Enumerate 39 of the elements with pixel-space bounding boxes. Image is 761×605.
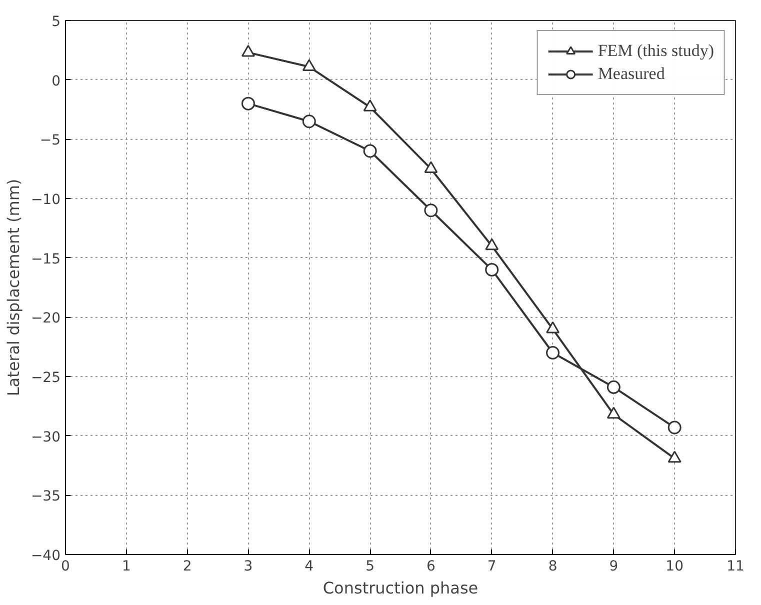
point [241, 96, 255, 110]
x-tick-label: 8 [548, 558, 558, 574]
x-tick-label: 10 [666, 558, 684, 574]
x-tick-label: 5 [366, 558, 375, 574]
y-tick-label: −40 [30, 548, 60, 564]
point [363, 144, 377, 158]
legend-label: Measured [598, 64, 665, 84]
point [546, 346, 560, 360]
y-tick-label: −15 [30, 251, 60, 268]
x-tick-label: 6 [426, 558, 436, 574]
point [363, 99, 377, 112]
y-tick-label: 0 [52, 73, 61, 90]
point [606, 380, 620, 394]
point [485, 262, 499, 276]
point [424, 161, 438, 174]
y-tick-label: −35 [30, 488, 60, 505]
point [424, 204, 438, 218]
point [241, 44, 255, 57]
point [302, 59, 316, 71]
x-tick-label: 7 [487, 558, 496, 574]
legend-label: FEM (this study) [598, 41, 714, 61]
y-tick-label: −25 [30, 370, 60, 386]
point [485, 238, 499, 250]
point [546, 321, 560, 334]
x-axis-title: Construction phase [322, 578, 478, 598]
y-tick-label: −10 [30, 192, 60, 208]
y-axis-title: Lateral displacement (mm) [4, 178, 23, 396]
point [668, 420, 682, 434]
y-tick-label: −20 [30, 310, 60, 327]
x-tick-label: 1 [122, 558, 131, 574]
x-tick-label: 4 [304, 558, 314, 574]
y-tick-label: −30 [30, 429, 60, 446]
x-tick-label: 2 [182, 558, 192, 574]
x-tick-label: 9 [609, 558, 618, 574]
x-tick-label: 3 [244, 558, 253, 574]
x-tick-label: 11 [726, 558, 744, 574]
point [302, 114, 316, 128]
y-tick-label: 5 [52, 14, 61, 30]
y-tick-label: −5 [40, 132, 61, 149]
